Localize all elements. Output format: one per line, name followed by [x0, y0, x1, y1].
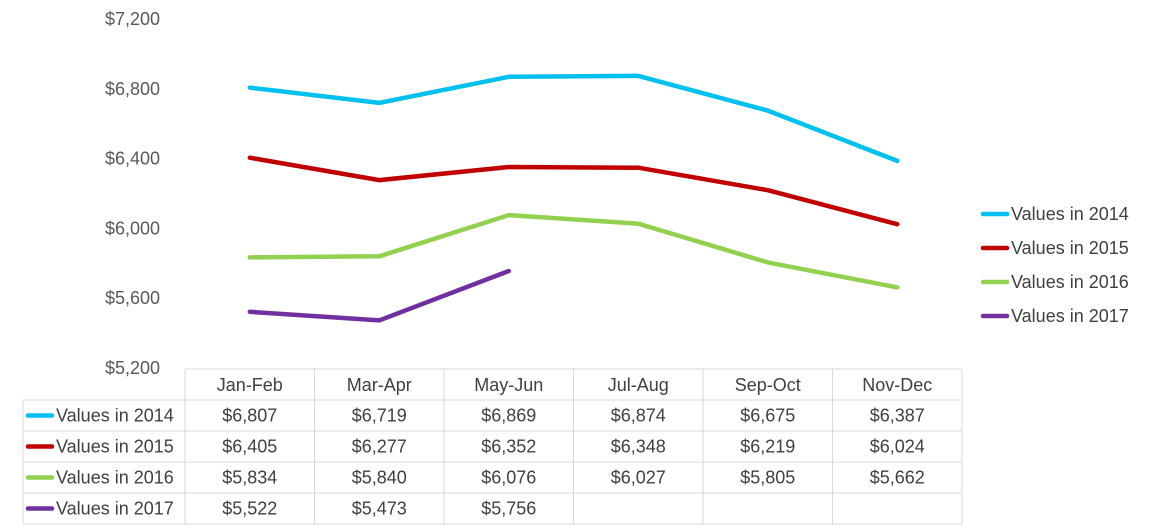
series-lines	[247, 73, 900, 323]
table-cell-value: $6,219	[740, 437, 795, 457]
x-tick-label: Jul-Aug	[608, 375, 669, 395]
table-cell-value: $6,024	[870, 437, 925, 457]
y-tick-label: $6,800	[105, 79, 160, 99]
table-cell-value: $6,277	[352, 437, 407, 457]
table-cell-value: $5,840	[352, 468, 407, 488]
x-tick-label: Jan-Feb	[217, 375, 283, 395]
y-axis: $7,200 $6,800 $6,400 $6,000 $5,600 $5,200	[105, 9, 160, 378]
table-cell-value: $5,756	[481, 499, 536, 519]
table-cell-value: $5,662	[870, 468, 925, 488]
table-cell-value: $5,805	[740, 468, 795, 488]
table-cell-value: $5,834	[222, 468, 277, 488]
y-tick-label: $5,200	[105, 358, 160, 378]
series-line-values-in-2016	[247, 212, 900, 290]
table-cell-value: $6,874	[611, 406, 666, 426]
table-cell-value: $5,522	[222, 499, 277, 519]
table-cell-value: $6,027	[611, 468, 666, 488]
x-tick-label: Nov-Dec	[862, 375, 932, 395]
table-cell-value: $6,348	[611, 437, 666, 457]
y-tick-label: $5,600	[105, 288, 160, 308]
table-cell-value: $6,076	[481, 468, 536, 488]
table-cell-value: $6,405	[222, 437, 277, 457]
table-cell-value: $6,675	[740, 406, 795, 426]
table-cell-value: $6,719	[352, 406, 407, 426]
table-cell-value: $6,807	[222, 406, 277, 426]
table-row-label: Values in 2017	[56, 499, 174, 519]
y-tick-label: $7,200	[105, 9, 160, 29]
legend-label: Values in 2017	[1011, 306, 1129, 326]
x-tick-label: Sep-Oct	[735, 375, 801, 395]
y-tick-label: $6,400	[105, 149, 160, 169]
table-cell-value: $5,473	[352, 499, 407, 519]
y-tick-label: $6,000	[105, 218, 160, 238]
legend-label: Values in 2016	[1011, 272, 1129, 292]
table-cell-value: $6,352	[481, 437, 536, 457]
data-table: Jan-Feb Mar-Apr May-Jun Jul-Aug Sep-Oct Nov-D…	[22, 368, 963, 525]
table-cell-value: $6,387	[870, 406, 925, 426]
series-line-values-in-2015	[247, 155, 900, 227]
legend: Values in 2014 Values in 2015 Values in 20…	[980, 204, 1129, 326]
table-row-label: Values in 2015	[56, 437, 174, 457]
table-cell-value: $6,869	[481, 406, 536, 426]
series-line-values-in-2017	[247, 268, 512, 323]
series-line-values-in-2014	[247, 73, 900, 164]
x-tick-label: Mar-Apr	[347, 375, 412, 395]
table-row-label: Values in 2014	[56, 406, 174, 426]
legend-label: Values in 2015	[1011, 238, 1129, 258]
legend-label: Values in 2014	[1011, 204, 1129, 224]
x-tick-label: May-Jun	[474, 375, 543, 395]
table-row-label: Values in 2016	[56, 468, 174, 488]
